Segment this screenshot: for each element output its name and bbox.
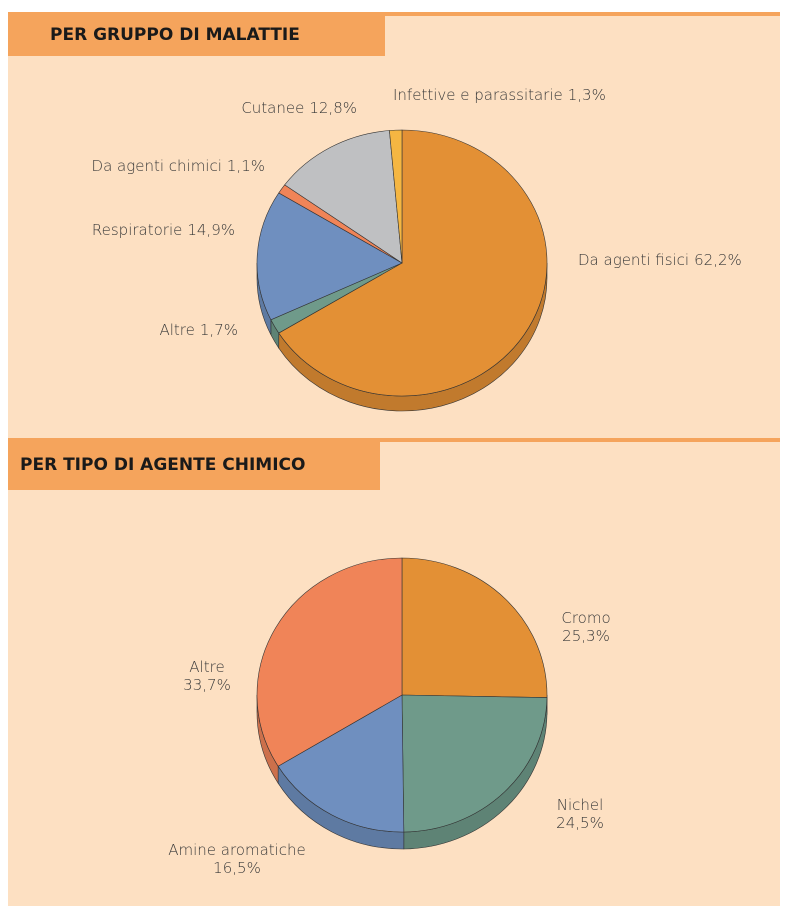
- slice: [401, 694, 548, 833]
- chart-title: PER GRUPPO DI MALATTIE: [50, 25, 300, 45]
- slice-label: Infettive e parassitarie 1,3%: [393, 86, 606, 104]
- slice-label: Amine aromatiche 16,5%: [168, 841, 306, 877]
- value-label: 24,5%: [556, 814, 604, 832]
- category-name: Nichel: [557, 796, 604, 814]
- category-name: Da agenti fisici: [578, 251, 689, 269]
- value-label: 12,8%: [309, 99, 357, 117]
- value-label: 62,2%: [694, 251, 742, 269]
- slice: [278, 129, 548, 397]
- slice: [284, 130, 403, 264]
- slice: [277, 694, 405, 833]
- pie-chart: Cromo 25,3% Nichel 24,5% Amine aromatiche 16,…: [168, 557, 611, 877]
- category-name: Cutanee: [241, 99, 304, 117]
- header-tab: [8, 12, 385, 56]
- value-label: 1,7%: [200, 321, 238, 339]
- value-label: 14,9%: [187, 221, 235, 239]
- header-rule: [8, 12, 780, 16]
- slice: [256, 192, 403, 321]
- category-name: Cromo: [561, 609, 610, 627]
- slice-label: Cromo 25,3%: [561, 609, 610, 645]
- slice-label: Da agenti chimici 1,1%: [92, 157, 265, 175]
- value-label: 1,1%: [227, 157, 265, 175]
- category-name: Altre: [189, 658, 224, 676]
- slice: [401, 557, 548, 698]
- slice-label: Altre 1,7%: [160, 321, 239, 339]
- slice-label: Respiratorie 14,9%: [92, 221, 235, 239]
- value-label: 16,5%: [213, 859, 261, 877]
- slice-label: Da agenti fisici 62,2%: [578, 251, 742, 269]
- header-rule: [8, 438, 780, 442]
- slice: [389, 129, 403, 264]
- category-name: Altre: [160, 321, 195, 339]
- slice-label: Altre 33,7%: [183, 658, 231, 694]
- value-label: 33,7%: [183, 676, 231, 694]
- slice-label: Nichel 24,5%: [556, 796, 604, 832]
- category-name: Respiratorie: [92, 221, 182, 239]
- slice-label: Cutanee 12,8%: [241, 99, 357, 117]
- category-name: Infettive e parassitarie: [393, 86, 563, 104]
- category-name: Da agenti chimici: [92, 157, 222, 175]
- pie-chart: Da agenti fisici 62,2% Altre 1,7% Respirator…: [92, 86, 742, 412]
- header-tab: [8, 438, 380, 490]
- value-label: 25,3%: [562, 627, 610, 645]
- chart-title: PER TIPO DI AGENTE CHIMICO: [20, 455, 305, 475]
- value-label: 1,3%: [568, 86, 606, 104]
- slice: [256, 557, 403, 767]
- category-name: Amine aromatiche: [168, 841, 306, 859]
